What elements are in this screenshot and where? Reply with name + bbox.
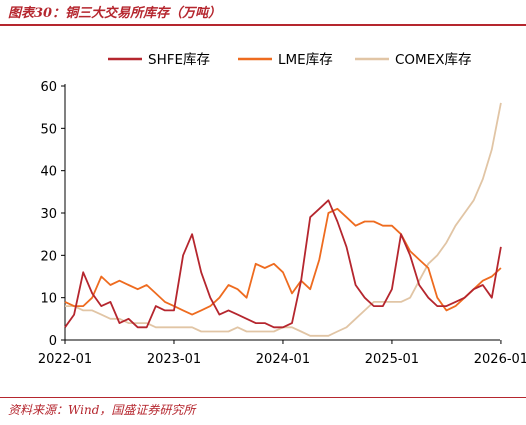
x-tick-label: 2024-01 bbox=[256, 352, 310, 367]
series-line bbox=[64, 199, 502, 329]
series-lines bbox=[64, 102, 502, 337]
axes: 0 10 20 30 40 50 60 2022-01 2023-01 2024-01 2025-0… bbox=[38, 80, 526, 367]
x-tick-label: 2026-01 bbox=[474, 352, 526, 367]
y-tick-label: 0 bbox=[49, 334, 57, 349]
x-tick-label: 2022-01 bbox=[38, 352, 92, 367]
source-note: 资料来源：Wind，国盛证券研究所 bbox=[8, 403, 196, 417]
legend: SHFE库存 LME库存 COMEX库存 bbox=[108, 52, 471, 68]
series-line bbox=[64, 207, 502, 316]
legend-label: LME库存 bbox=[278, 52, 333, 68]
legend-label: COMEX库存 bbox=[395, 52, 471, 68]
y-tick-label: 50 bbox=[40, 122, 57, 137]
series-line bbox=[65, 102, 502, 337]
y-tick-label: 20 bbox=[40, 249, 57, 264]
y-tick-label: 60 bbox=[40, 80, 57, 95]
legend-label: SHFE库存 bbox=[148, 52, 210, 68]
y-tick-label: 30 bbox=[40, 207, 57, 222]
x-tick-label: 2025-01 bbox=[365, 352, 419, 367]
y-tick-label: 40 bbox=[40, 165, 57, 180]
y-tick-label: 10 bbox=[40, 292, 57, 307]
title-rule bbox=[0, 24, 526, 26]
x-tick-label: 2023-01 bbox=[147, 352, 201, 367]
footer-rule bbox=[0, 397, 526, 398]
chart-title: 图表30：铜三大交易所库存（万吨） bbox=[8, 6, 222, 21]
